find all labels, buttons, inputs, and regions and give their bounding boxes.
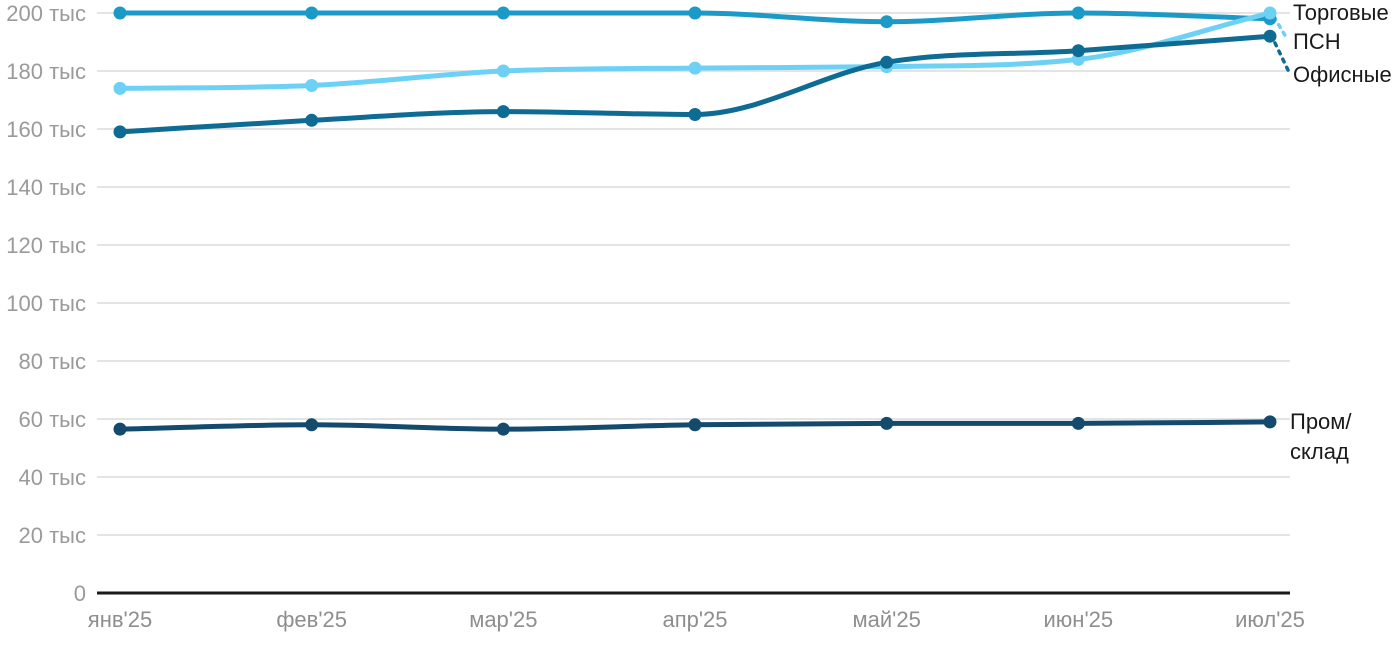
data-point-series-0 — [113, 6, 127, 20]
y-tick-label: 160 тыс — [6, 117, 86, 142]
series-label-line: склад — [1290, 439, 1349, 464]
y-tick-label: 80 тыс — [19, 349, 86, 374]
y-tick-label: 120 тыс — [6, 233, 86, 258]
label-leader-ofisnye — [1273, 41, 1290, 72]
series-label-prom-sklad: Пром/ склад — [1290, 407, 1380, 467]
data-point-series-3 — [880, 416, 894, 430]
data-point-series-3 — [1263, 415, 1277, 429]
data-point-series-2 — [880, 55, 894, 69]
data-point-series-1 — [688, 61, 702, 75]
x-tick-label: янв'25 — [88, 607, 152, 632]
data-point-series-1 — [496, 64, 510, 78]
y-tick-label: 40 тыс — [19, 465, 86, 490]
y-tick-label: 100 тыс — [6, 291, 86, 316]
y-tick-label: 20 тыс — [19, 523, 86, 548]
data-point-series-0 — [688, 6, 702, 20]
data-point-series-2 — [113, 125, 127, 139]
series-label-line: Пром/ — [1290, 409, 1352, 434]
data-point-series-3 — [1071, 416, 1085, 430]
x-tick-label: мар'25 — [469, 607, 537, 632]
y-tick-label: 180 тыс — [6, 59, 86, 84]
x-tick-label: июн'25 — [1044, 607, 1114, 632]
data-point-series-3 — [305, 418, 319, 432]
x-tick-label: апр'25 — [662, 607, 727, 632]
y-tick-label: 200 тыс — [6, 1, 86, 26]
data-point-series-0 — [305, 6, 319, 20]
series-label-psn: ПСН — [1293, 29, 1341, 54]
x-tick-label: июл'25 — [1235, 607, 1305, 632]
x-tick-label: май'25 — [853, 607, 921, 632]
data-point-series-3 — [688, 418, 702, 432]
x-tick-label: фев'25 — [276, 607, 347, 632]
y-tick-label: 0 — [74, 581, 86, 606]
y-tick-label: 60 тыс — [19, 407, 86, 432]
y-tick-label: 140 тыс — [6, 175, 86, 200]
data-point-series-1 — [305, 79, 319, 92]
data-point-series-0 — [496, 6, 510, 20]
data-point-series-2 — [305, 113, 319, 127]
data-point-series-2 — [496, 105, 510, 119]
data-point-series-1 — [1263, 6, 1277, 20]
data-point-series-2 — [1263, 29, 1277, 43]
data-point-series-1 — [113, 81, 127, 95]
series-label-torgovye: Торговые — [1293, 0, 1389, 25]
data-point-series-2 — [1071, 44, 1085, 58]
data-point-series-3 — [113, 422, 127, 436]
series-label-ofisnye: Офисные — [1293, 62, 1392, 87]
data-point-series-0 — [880, 15, 894, 29]
data-point-series-3 — [496, 422, 510, 436]
data-point-series-2 — [688, 108, 702, 121]
data-point-series-0 — [1071, 6, 1085, 20]
